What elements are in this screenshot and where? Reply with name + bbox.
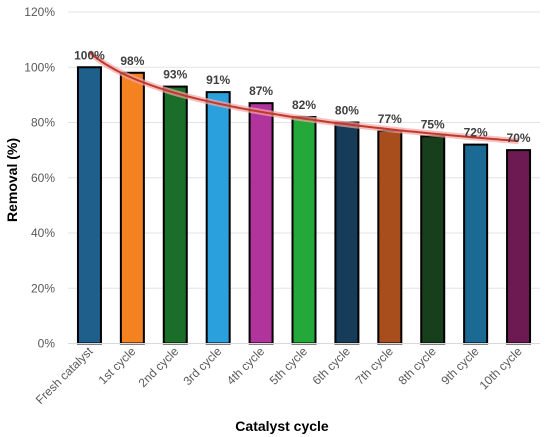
y-tick-label: 80%: [31, 116, 55, 130]
data-label: 93%: [163, 68, 187, 82]
bar: [76, 66, 102, 345]
x-tick-label: 4th cycle: [224, 344, 268, 388]
x-tick-label: 7th cycle: [353, 344, 397, 388]
x-tick-label: Fresh catalyst: [33, 344, 96, 407]
x-tick-label: 9th cycle: [438, 344, 482, 388]
bar: [334, 121, 360, 345]
trendline-curve: [88, 51, 519, 143]
data-label: 70%: [507, 131, 531, 145]
x-tick-label: 5th cycle: [267, 344, 311, 388]
bar: [506, 149, 532, 345]
y-axis-title: Removal (%): [4, 138, 20, 222]
y-tick-label: 40%: [31, 226, 55, 240]
x-axis-title: Catalyst cycle: [235, 418, 329, 434]
y-tick-label: 20%: [31, 281, 55, 295]
data-label: 87%: [249, 84, 273, 98]
bar: [205, 91, 231, 345]
y-axis-ticks: 0% 20% 40% 60% 80% 100% 120%: [24, 5, 55, 351]
bar: [420, 135, 446, 345]
bar: [119, 71, 145, 345]
y-tick-label: 120%: [24, 5, 55, 19]
data-label: 98%: [120, 54, 144, 68]
bars: [76, 66, 532, 345]
x-tick-label: 10th cycle: [477, 344, 525, 392]
y-tick-label: 0%: [38, 337, 56, 351]
x-tick-label: 6th cycle: [310, 344, 354, 388]
bar: [248, 102, 274, 345]
data-label: 77%: [378, 112, 402, 126]
trendline: [87, 49, 519, 145]
data-label: 80%: [335, 104, 359, 118]
bar: [377, 129, 403, 345]
data-label: 91%: [206, 73, 230, 87]
data-labels: 100% 98% 93% 91% 87% 82% 80% 77% 75% 72% 70%: [74, 48, 531, 145]
bar: [463, 143, 489, 345]
x-tick-label: 8th cycle: [395, 344, 439, 388]
data-label: 82%: [292, 98, 316, 112]
x-tick-label: 3rd cycle: [180, 344, 224, 388]
y-tick-label: 100%: [24, 60, 55, 74]
data-label: 72%: [464, 126, 488, 140]
data-label: 100%: [74, 48, 105, 62]
bar: [291, 115, 317, 345]
y-tick-label: 60%: [31, 171, 55, 185]
x-tick-label: 1st cycle: [96, 344, 139, 387]
bar: [162, 85, 188, 345]
x-tick-label: 2nd cycle: [136, 344, 182, 390]
data-label: 75%: [421, 117, 445, 131]
